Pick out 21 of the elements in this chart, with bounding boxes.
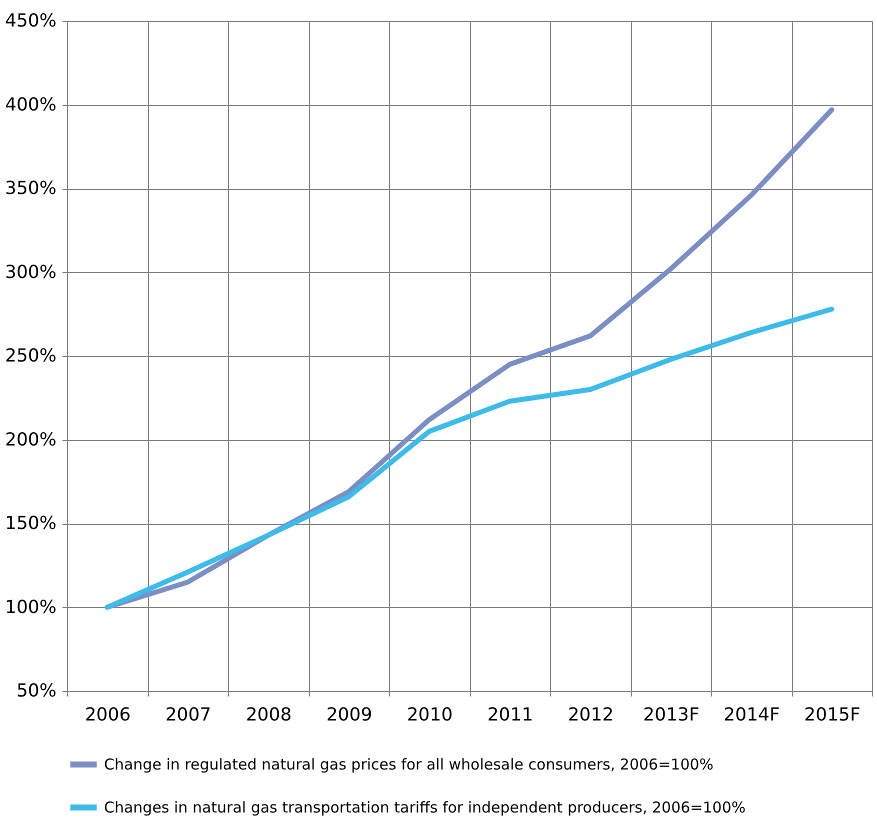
x-tick-label: 2006 <box>84 704 131 726</box>
y-tick-label: 450% <box>5 10 56 32</box>
x-tick-label: 2014F <box>724 704 780 726</box>
x-tick-label: 2012 <box>568 704 614 726</box>
x-tick-label: 2015F <box>804 704 860 726</box>
x-tick-label: 2011 <box>487 704 534 726</box>
y-tick-label: 300% <box>5 262 56 283</box>
y-tick-label: 350% <box>5 178 56 199</box>
x-tick-label: 2013F <box>643 704 700 726</box>
y-tick-label: 100% <box>5 596 56 618</box>
y-tick-label: 200% <box>5 429 56 450</box>
legend-label: Changes in natural gas transportation tariffs for independent producers, 2006=100% <box>104 798 746 816</box>
y-tick-label: 400% <box>5 94 56 116</box>
legend-label: Change in regulated natural gas prices for all wholesale consumers, 2006=100% <box>104 756 714 774</box>
x-tick-label: 2007 <box>165 704 212 726</box>
x-tick-label: 2010 <box>406 704 453 726</box>
x-tick-label: 2008 <box>246 704 292 726</box>
y-tick-label: 50% <box>16 680 56 702</box>
y-tick-label: 250% <box>5 346 56 366</box>
y-tick-label: 150% <box>5 513 56 534</box>
x-tick-label: 2009 <box>326 704 372 726</box>
